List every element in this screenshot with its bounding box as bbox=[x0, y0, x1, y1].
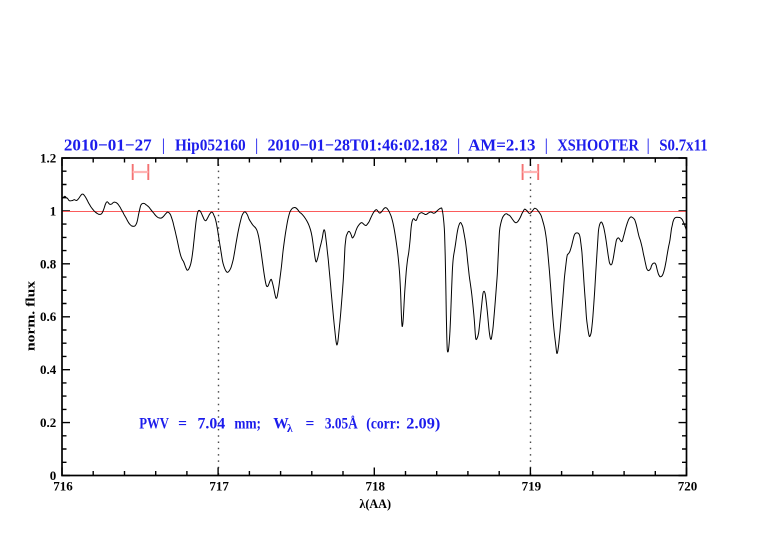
svg-text:λ(AA): λ(AA) bbox=[359, 496, 391, 511]
svg-text:0.8: 0.8 bbox=[40, 256, 57, 271]
svg-text:norm. flux: norm. flux bbox=[22, 280, 37, 351]
svg-text:0: 0 bbox=[50, 468, 57, 483]
svg-text:1: 1 bbox=[50, 203, 57, 218]
svg-text:0.4: 0.4 bbox=[40, 362, 57, 377]
svg-text:720: 720 bbox=[678, 479, 698, 494]
svg-text:0.2: 0.2 bbox=[40, 415, 56, 430]
svg-text:1.2: 1.2 bbox=[40, 151, 56, 166]
svg-text:2010−01−27|Hip052160|2010−01−2: 2010−01−27 | Hip052160 | 2010−01−28T01:46:02… bbox=[64, 136, 708, 155]
svg-text:0.6: 0.6 bbox=[40, 309, 57, 324]
svg-text:719: 719 bbox=[522, 479, 542, 494]
svg-text:718: 718 bbox=[365, 479, 385, 494]
svg-text:717: 717 bbox=[209, 479, 229, 494]
svg-text:716: 716 bbox=[53, 479, 73, 494]
